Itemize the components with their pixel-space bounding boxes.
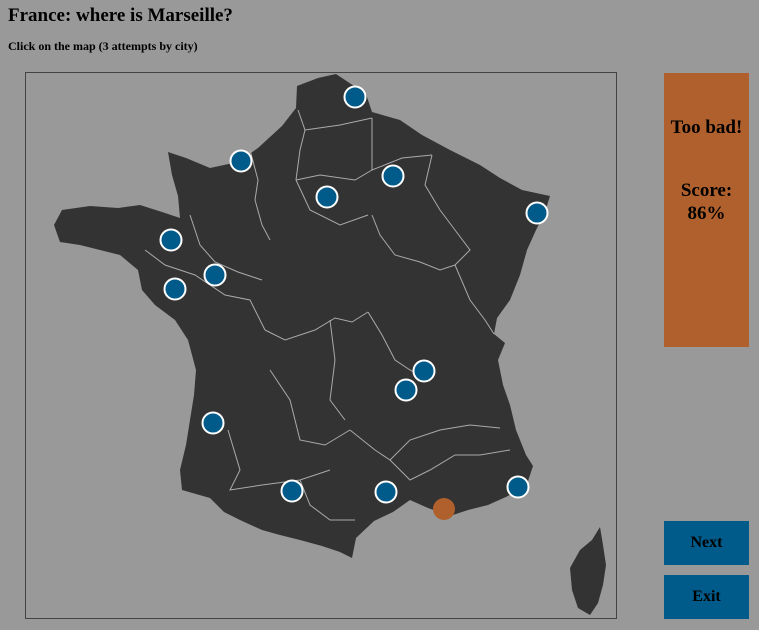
result-panel: Too bad! Score: 86% bbox=[664, 73, 749, 347]
exit-button[interactable]: Exit bbox=[664, 575, 749, 619]
city-marker[interactable] bbox=[525, 201, 549, 225]
city-marker[interactable] bbox=[394, 378, 418, 402]
region-borders bbox=[144, 109, 511, 521]
score-value: 86% bbox=[687, 203, 726, 224]
city-marker[interactable] bbox=[203, 263, 227, 287]
city-marker[interactable] bbox=[412, 359, 436, 383]
mainland-land[interactable] bbox=[54, 74, 550, 558]
city-markers[interactable] bbox=[159, 85, 549, 504]
score-label: Score: bbox=[680, 180, 733, 201]
city-marker[interactable] bbox=[315, 185, 339, 209]
city-marker[interactable] bbox=[343, 85, 367, 109]
city-marker[interactable] bbox=[229, 149, 253, 173]
city-marker[interactable] bbox=[381, 164, 405, 188]
city-marker[interactable] bbox=[506, 475, 530, 499]
city-marker[interactable] bbox=[159, 228, 183, 252]
next-button[interactable]: Next bbox=[664, 521, 749, 565]
game-instructions: Click on the map (3 attempts by city) bbox=[8, 39, 198, 53]
city-marker[interactable] bbox=[163, 277, 187, 301]
target-city-marker[interactable] bbox=[433, 498, 455, 520]
city-marker[interactable] bbox=[280, 479, 304, 503]
result-message: Too bad! bbox=[670, 117, 743, 138]
city-marker[interactable] bbox=[374, 480, 398, 504]
city-marker[interactable] bbox=[201, 411, 225, 435]
game-title: France: where is Marseille? bbox=[8, 5, 233, 26]
corsica-land[interactable] bbox=[570, 527, 606, 615]
